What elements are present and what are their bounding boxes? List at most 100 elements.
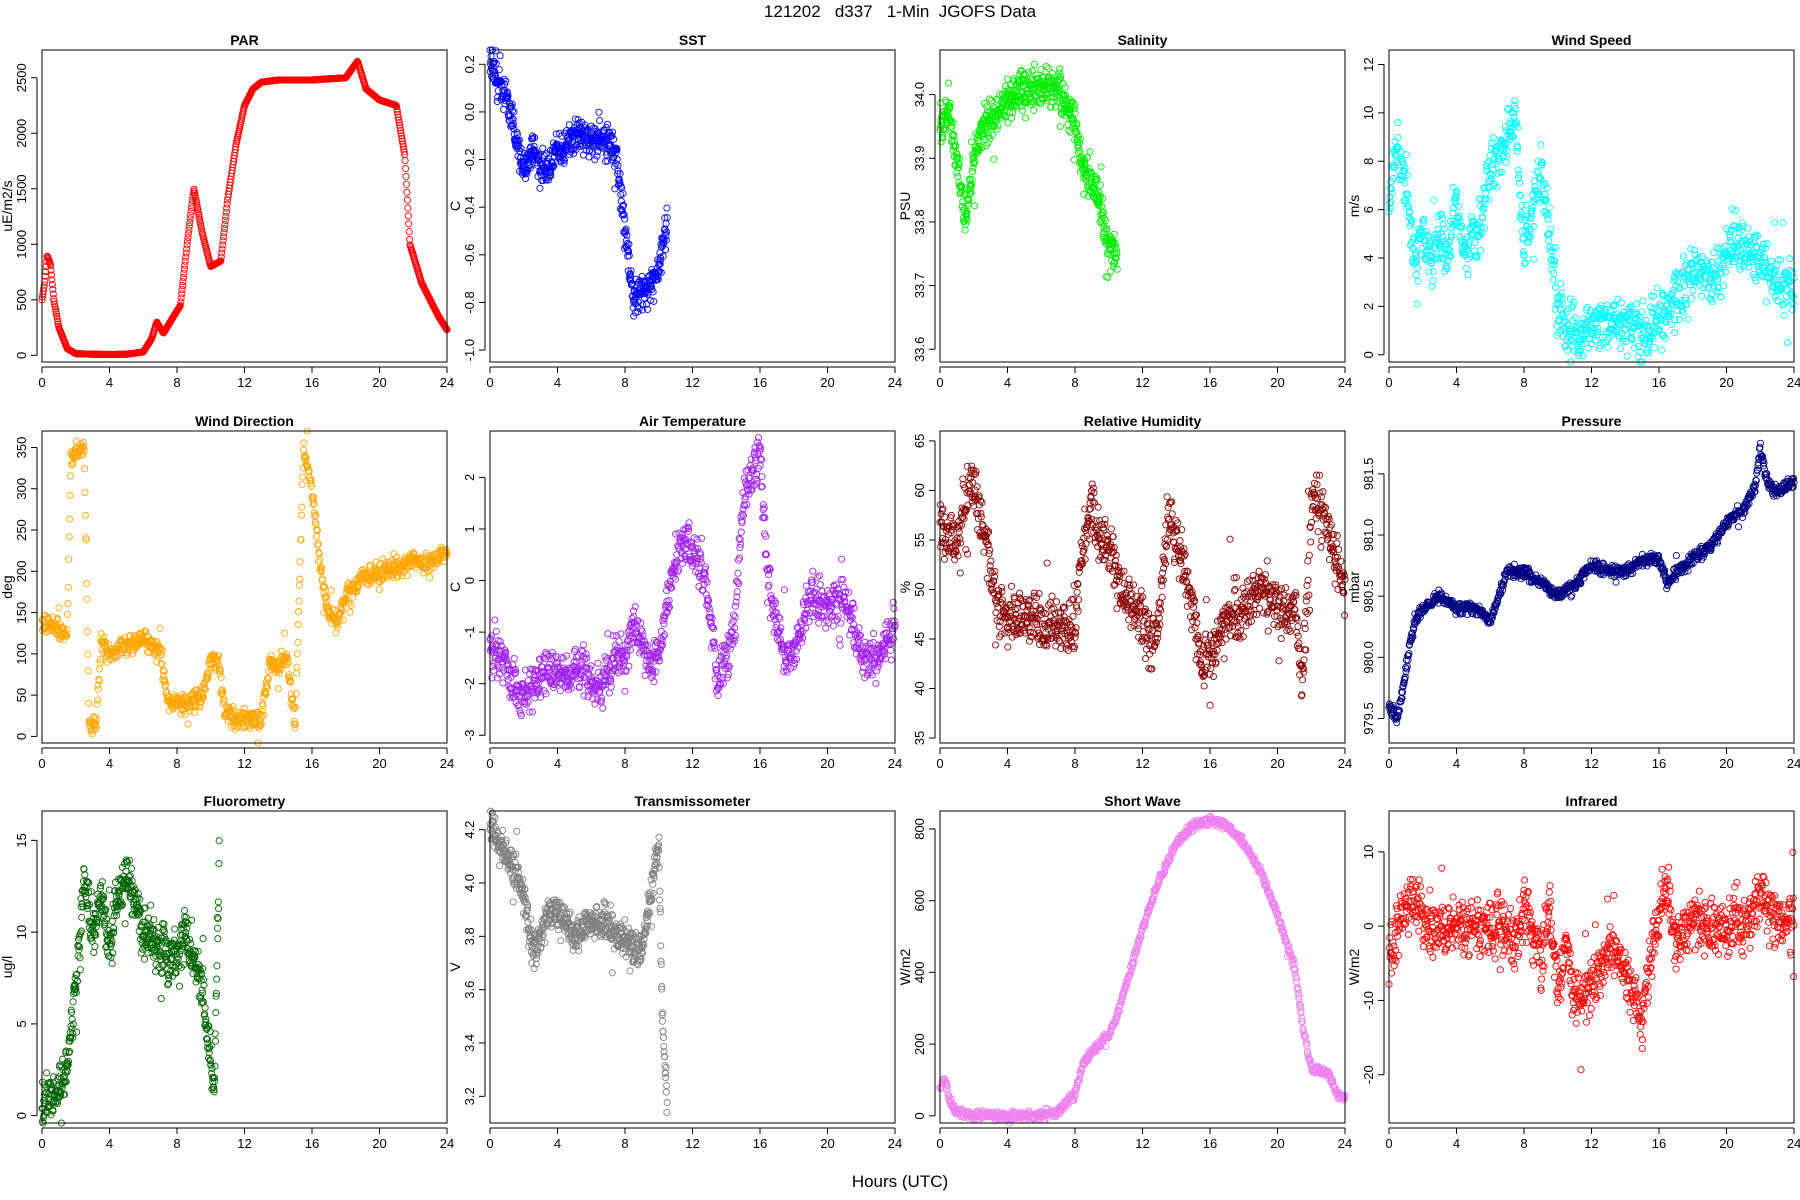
panel-title: SST: [679, 32, 707, 48]
data-point: [295, 597, 303, 605]
data-point: [1616, 345, 1624, 353]
data-point: [40, 281, 48, 289]
data-point: [84, 667, 92, 675]
data-point: [1096, 181, 1104, 189]
data-point: [85, 699, 93, 707]
data-point: [195, 211, 203, 219]
y-axis-label: m/s: [1346, 195, 1362, 218]
data-point: [66, 472, 74, 480]
x-tick-label: 24: [1787, 375, 1800, 390]
y-tick-label: 2500: [14, 63, 29, 92]
y-tick-label: 6: [1361, 206, 1376, 213]
data-point: [1549, 276, 1557, 284]
data-point: [1688, 294, 1696, 302]
data-point: [1511, 97, 1519, 105]
y-tick-label: 0: [14, 352, 29, 359]
data-point: [176, 301, 184, 310]
plot-frame: [489, 49, 896, 363]
data-point: [1030, 60, 1038, 68]
data-point: [63, 610, 72, 618]
data-point: [1394, 134, 1402, 142]
x-tick-label: 16: [1203, 375, 1217, 390]
data-point: [1617, 299, 1626, 307]
y-tick-label: 0: [1361, 351, 1376, 358]
data-point: [1414, 277, 1422, 285]
data-point: [1471, 238, 1479, 247]
data-point: [1558, 294, 1566, 302]
y-tick-label: -0.2: [462, 148, 477, 170]
y-tick-label: 350: [14, 437, 29, 459]
data-point: [986, 95, 994, 103]
data-point: [223, 204, 231, 212]
data-point: [1429, 267, 1437, 275]
x-tick-label: 12: [237, 375, 251, 390]
data-point: [52, 308, 60, 316]
data-point: [1653, 284, 1661, 292]
data-point: [52, 310, 60, 318]
data-point: [1394, 119, 1402, 127]
data-point: [223, 200, 231, 208]
data-point: [1658, 346, 1666, 354]
data-point: [217, 257, 225, 265]
data-point: [1680, 282, 1688, 290]
data-point: [1720, 282, 1728, 290]
y-tick-label: -0.6: [462, 244, 477, 266]
data-point: [496, 52, 504, 60]
data-point: [1502, 158, 1510, 166]
y-tick-label: 10: [1361, 106, 1376, 120]
data-point: [403, 196, 411, 204]
data-point: [222, 208, 230, 216]
y-tick-label: 8: [1361, 158, 1376, 165]
data-point: [222, 212, 230, 220]
data-point: [221, 220, 229, 229]
data-point: [178, 290, 186, 298]
data-point: [402, 180, 411, 188]
y-tick-label: -1.0: [462, 339, 477, 361]
data-point: [96, 665, 104, 673]
data-point: [1675, 316, 1683, 324]
y-tick-label: 150: [14, 602, 29, 624]
data-point: [1630, 344, 1638, 352]
y-tick-label: 100: [14, 643, 29, 665]
x-tick-label: 4: [554, 375, 561, 390]
data-point: [1639, 297, 1647, 305]
data-point: [1786, 255, 1794, 263]
data-point: [346, 608, 354, 616]
data-point: [596, 116, 604, 125]
data-point: [1770, 219, 1779, 227]
data-point: [619, 189, 627, 198]
data-point: [1789, 300, 1797, 308]
data-point: [1671, 328, 1679, 337]
data-point: [327, 586, 335, 594]
data-point: [1679, 252, 1687, 260]
data-point: [1404, 171, 1412, 179]
data-point: [1633, 300, 1641, 308]
x-tick-label: 12: [237, 756, 251, 771]
data-point: [426, 573, 434, 582]
x-tick-label: 12: [1584, 375, 1598, 390]
data-point: [298, 481, 306, 489]
x-tick-label: 0: [38, 375, 45, 390]
data-point: [48, 276, 56, 284]
data-point: [1623, 352, 1631, 360]
data-point: [296, 558, 304, 566]
data-point: [47, 262, 55, 270]
data-point: [491, 616, 499, 624]
data-point: [83, 595, 91, 603]
x-tick-label: 4: [106, 375, 113, 390]
data-point: [187, 211, 195, 219]
data-point: [64, 583, 72, 591]
data-point: [641, 671, 649, 680]
data-point: [299, 473, 307, 481]
y-tick-label: 12: [1361, 57, 1376, 71]
data-point: [66, 491, 74, 499]
data-point: [179, 273, 188, 282]
y-tick-label: 0.2: [462, 55, 477, 73]
data-point: [1440, 225, 1448, 233]
data-point: [1430, 196, 1438, 204]
data-point: [1413, 300, 1421, 308]
data-point: [1056, 123, 1064, 131]
y-axis-label: PSU: [897, 192, 913, 221]
data-point: [293, 669, 301, 677]
